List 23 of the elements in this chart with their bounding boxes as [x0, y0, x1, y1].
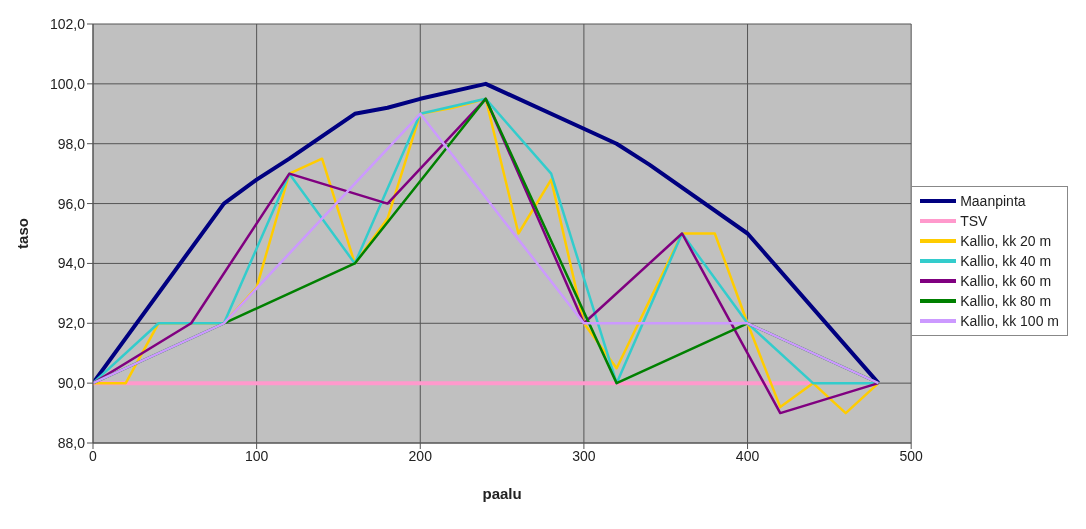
legend-label: Kallio, kk 100 m	[960, 311, 1059, 331]
legend-label: Kallio, kk 20 m	[960, 231, 1052, 251]
legend-label: Kallio, kk 40 m	[960, 251, 1052, 271]
x-tick-label: 0	[89, 447, 98, 464]
x-tick-label: 400	[735, 447, 760, 464]
y-tick-label: 90,0	[57, 375, 86, 392]
legend-label: TSV	[960, 211, 988, 231]
y-axis-title: taso	[14, 218, 32, 249]
x-tick-label: 200	[408, 447, 433, 464]
x-tick-label: 100	[244, 447, 269, 464]
y-tick-label: 88,0	[57, 434, 86, 451]
x-tick-label: 500	[899, 447, 924, 464]
y-tick-label: 100,0	[49, 75, 86, 92]
y-tick-label: 96,0	[57, 195, 86, 212]
x-axis-title: paalu	[482, 485, 522, 502]
x-tick-label: 300	[572, 447, 596, 464]
y-tick-label: 102,0	[49, 15, 86, 32]
legend-label: Maanpinta	[960, 191, 1026, 211]
y-tick-label: 94,0	[57, 255, 86, 272]
y-tick-label: 92,0	[57, 315, 86, 332]
legend-label: Kallio, kk 60 m	[960, 271, 1052, 291]
legend-label: Kallio, kk 80 m	[960, 291, 1052, 311]
y-tick-label: 98,0	[57, 135, 86, 152]
